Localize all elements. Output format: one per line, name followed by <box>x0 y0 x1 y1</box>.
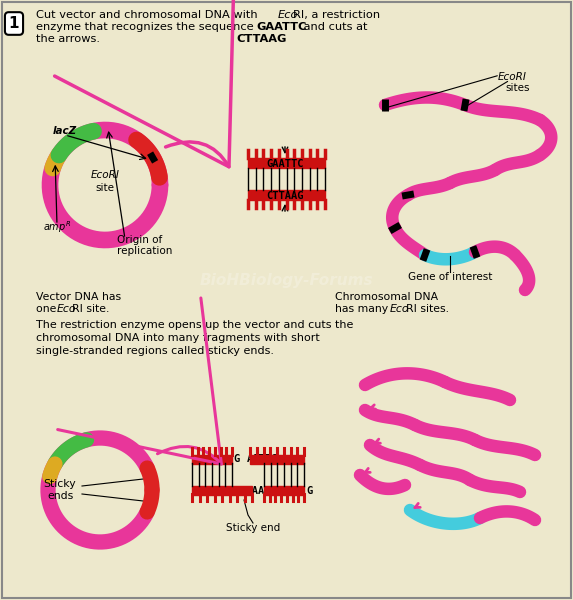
Text: Eco: Eco <box>57 304 77 314</box>
Text: lacZ: lacZ <box>53 126 77 136</box>
Text: $amp^R$: $amp^R$ <box>43 219 71 235</box>
Bar <box>250 455 304 464</box>
Text: AATTC: AATTC <box>247 454 278 464</box>
Text: has many: has many <box>335 304 391 314</box>
Text: 1: 1 <box>9 16 19 31</box>
Text: chromosomal DNA into many fragments with short: chromosomal DNA into many fragments with… <box>36 333 320 343</box>
Text: single-stranded regions called sticky ends.: single-stranded regions called sticky en… <box>36 346 274 356</box>
Text: G: G <box>233 454 240 464</box>
Text: Cut vector and chromosomal DNA with: Cut vector and chromosomal DNA with <box>36 10 261 20</box>
Text: enzyme that recognizes the sequence: enzyme that recognizes the sequence <box>36 22 257 32</box>
Text: Eco: Eco <box>278 10 299 20</box>
FancyArrowPatch shape <box>54 0 234 167</box>
Text: RI sites.: RI sites. <box>406 304 449 314</box>
Text: Chromosomal DNA: Chromosomal DNA <box>335 292 438 302</box>
Text: replication: replication <box>117 246 172 256</box>
Bar <box>192 455 232 464</box>
Text: one: one <box>36 304 60 314</box>
Text: Sticky end: Sticky end <box>226 523 280 533</box>
Text: EcoRI: EcoRI <box>91 170 119 180</box>
Text: Vector DNA has: Vector DNA has <box>36 292 121 302</box>
Text: RI site.: RI site. <box>72 304 109 314</box>
Text: BioHBiology-Forums: BioHBiology-Forums <box>199 272 373 287</box>
Text: CTTAAG: CTTAAG <box>236 34 286 44</box>
Text: Sticky
ends: Sticky ends <box>44 479 76 501</box>
Text: Eco: Eco <box>390 304 410 314</box>
Bar <box>192 486 252 495</box>
Text: and cuts at: and cuts at <box>300 22 367 32</box>
Text: site: site <box>96 183 115 193</box>
Text: EcoRI: EcoRI <box>498 72 527 82</box>
Text: The restriction enzyme opens up the vector and cuts the: The restriction enzyme opens up the vect… <box>36 320 354 330</box>
Text: GAATTC: GAATTC <box>256 22 307 32</box>
Text: CTTAAG: CTTAAG <box>266 191 304 201</box>
FancyArrowPatch shape <box>58 298 221 464</box>
Text: G: G <box>306 486 312 496</box>
Text: RI, a restriction: RI, a restriction <box>293 10 380 20</box>
Bar <box>248 190 325 200</box>
Bar <box>248 158 325 168</box>
Bar <box>264 486 304 495</box>
Text: Gene of interest: Gene of interest <box>408 272 492 282</box>
Text: sites: sites <box>505 83 529 93</box>
Text: GAATTC: GAATTC <box>266 159 304 169</box>
Text: Origin of: Origin of <box>117 235 162 245</box>
Text: the arrows.: the arrows. <box>36 34 100 44</box>
Text: CTTAA: CTTAA <box>233 486 264 496</box>
